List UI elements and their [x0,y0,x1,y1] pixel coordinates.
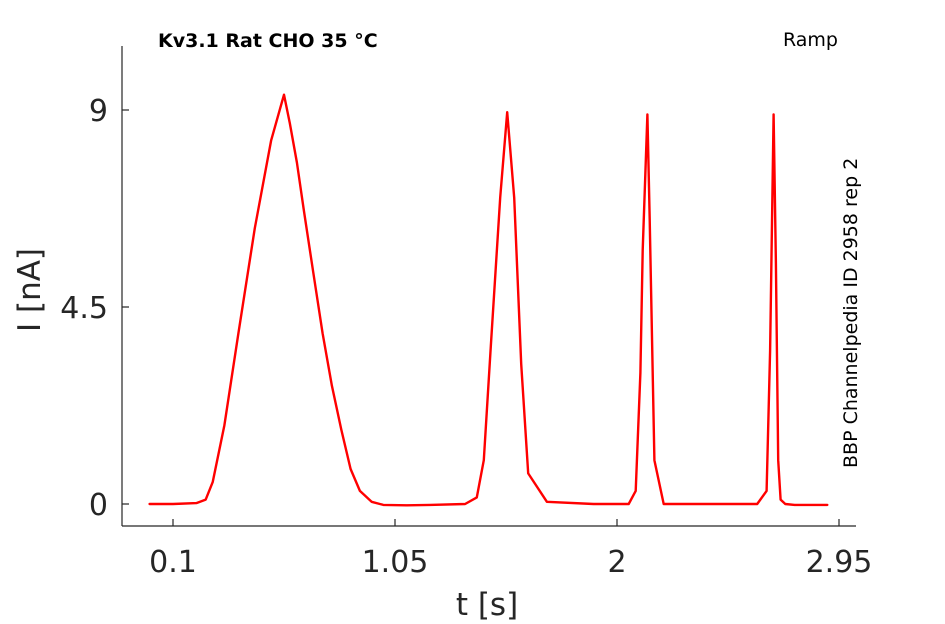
current-trace-line [148,93,829,507]
side-note: BBP Channelpedia ID 2958 rep 2 [840,158,862,468]
y-tick-label: 0 [89,488,108,523]
x-axis: 0.1 1.05 2 2.95 [122,519,872,580]
x-tick-label: 0.1 [149,545,197,580]
x-tick-label: 1.05 [362,545,429,580]
protocol-label: Ramp [783,29,838,51]
y-axis: 04.59 [60,46,129,526]
y-tick-label: 4.5 [60,291,108,326]
x-tick-label: 2.95 [806,545,873,580]
y-axis-title: I [nA] [12,248,48,332]
x-tick-label: 2 [607,545,626,580]
y-tick-label: 9 [89,94,108,129]
chart-title: Kv3.1 Rat CHO 35 °C [158,30,378,52]
x-axis-title: t [s] [456,587,518,623]
series-layer [148,93,829,507]
